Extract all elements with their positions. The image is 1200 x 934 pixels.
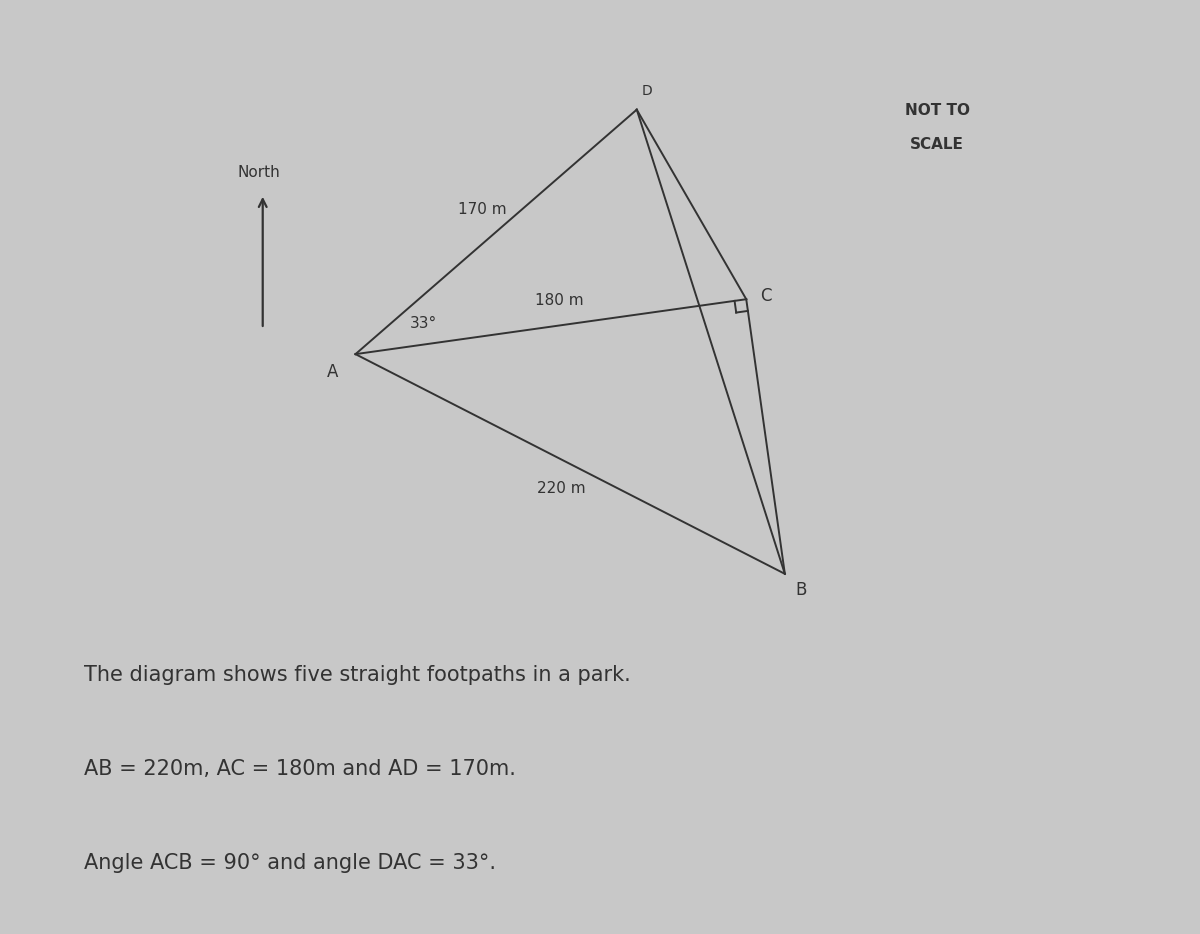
Text: SCALE: SCALE (911, 136, 965, 152)
Text: C: C (760, 287, 772, 304)
Text: Angle ACB = 90° and angle DAC = 33°.: Angle ACB = 90° and angle DAC = 33°. (84, 854, 496, 873)
Text: 170 m: 170 m (458, 202, 506, 217)
Text: 33°: 33° (409, 316, 437, 331)
Text: The diagram shows five straight footpaths in a park.: The diagram shows five straight footpath… (84, 665, 631, 685)
Text: A: A (328, 362, 338, 380)
Text: 220 m: 220 m (538, 481, 586, 496)
Text: NOT TO: NOT TO (905, 103, 970, 118)
Text: D: D (642, 84, 653, 98)
Text: North: North (238, 165, 281, 180)
Text: AB = 220m, AC = 180m and AD = 170m.: AB = 220m, AC = 180m and AD = 170m. (84, 759, 516, 779)
Text: 180 m: 180 m (535, 293, 583, 308)
Text: B: B (794, 581, 806, 599)
